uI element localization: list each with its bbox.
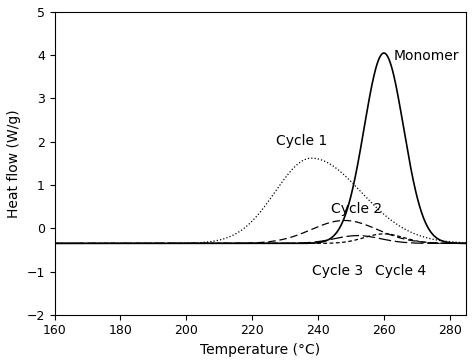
X-axis label: Temperature (°C): Temperature (°C) — [201, 343, 320, 357]
Text: Cycle 2: Cycle 2 — [331, 202, 383, 216]
Text: Cycle 1: Cycle 1 — [276, 134, 327, 148]
Text: Cycle 4: Cycle 4 — [375, 264, 426, 278]
Text: Monomer: Monomer — [394, 49, 459, 63]
Y-axis label: Heat flow (W/g): Heat flow (W/g) — [7, 109, 21, 218]
Text: Cycle 3: Cycle 3 — [312, 264, 364, 278]
